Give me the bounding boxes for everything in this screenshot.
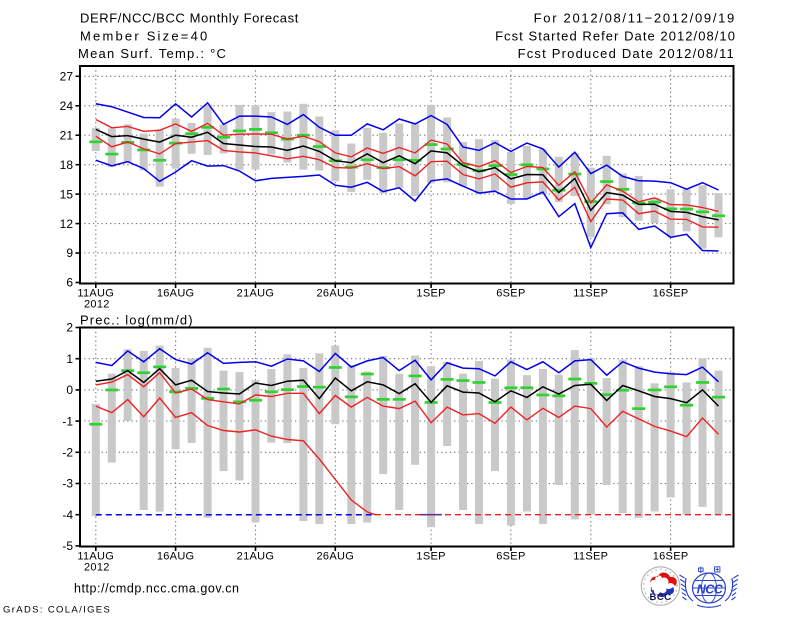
svg-text:For 2012/08/11−2012/09/19: For 2012/08/11−2012/09/19 (534, 11, 736, 26)
svg-text:1SEP: 1SEP (416, 551, 445, 563)
svg-text:6: 6 (66, 276, 73, 290)
svg-text:Member Size=40: Member Size=40 (80, 29, 209, 44)
svg-text:16SEP: 16SEP (653, 288, 689, 300)
svg-text:Fcst Produced Date 2012/08/11: Fcst Produced Date 2012/08/11 (518, 46, 735, 61)
svg-text:26AUG: 26AUG (317, 288, 355, 300)
svg-text:11SEP: 11SEP (573, 288, 608, 300)
svg-text:21AUG: 21AUG (237, 288, 275, 300)
svg-text:Mean Surf. Temp.: °C: Mean Surf. Temp.: °C (78, 46, 227, 61)
svg-text:9: 9 (66, 246, 73, 260)
svg-text:16AUG: 16AUG (157, 288, 195, 300)
svg-text:GrADS: COLA/IGES: GrADS: COLA/IGES (3, 605, 111, 616)
svg-text:Fcst Started Refer Date 2012/0: Fcst Started Refer Date 2012/08/10 (495, 29, 736, 44)
svg-text:NCC: NCC (697, 583, 724, 597)
svg-text:BCC: BCC (649, 592, 671, 603)
svg-text:21: 21 (60, 128, 74, 142)
svg-text:21AUG: 21AUG (237, 551, 275, 563)
svg-text:http://cmdp.ncc.cma.gov.cn: http://cmdp.ncc.cma.gov.cn (74, 582, 240, 596)
svg-text:2012: 2012 (84, 562, 110, 574)
svg-text:11AUG: 11AUG (77, 551, 114, 563)
svg-text:16SEP: 16SEP (653, 551, 689, 563)
svg-text:6SEP: 6SEP (496, 288, 525, 300)
svg-text:26AUG: 26AUG (317, 551, 355, 563)
svg-text:6SEP: 6SEP (496, 551, 525, 563)
svg-text:0: 0 (66, 383, 73, 397)
svg-text:-4: -4 (62, 508, 73, 522)
svg-text:1: 1 (66, 352, 73, 366)
svg-text:2012: 2012 (84, 299, 110, 311)
svg-text:-2: -2 (62, 446, 73, 460)
svg-text:-1: -1 (62, 414, 73, 428)
svg-text:24: 24 (60, 99, 74, 113)
svg-text:2: 2 (66, 321, 73, 335)
svg-text:1SEP: 1SEP (416, 288, 445, 300)
svg-text:-3: -3 (62, 477, 73, 491)
svg-text:27: 27 (60, 70, 74, 84)
svg-text:12: 12 (60, 217, 74, 231)
svg-text:15: 15 (60, 187, 74, 201)
svg-text:11AUG: 11AUG (77, 288, 114, 300)
svg-text:-5: -5 (62, 539, 73, 553)
svg-text:18: 18 (60, 158, 74, 172)
svg-text:DERF/NCC/BCC Monthly Forecast: DERF/NCC/BCC Monthly Forecast (80, 11, 299, 26)
svg-text:Prec.: log(mm/d): Prec.: log(mm/d) (80, 313, 194, 328)
svg-text:16AUG: 16AUG (157, 551, 195, 563)
svg-text:11SEP: 11SEP (573, 551, 608, 563)
